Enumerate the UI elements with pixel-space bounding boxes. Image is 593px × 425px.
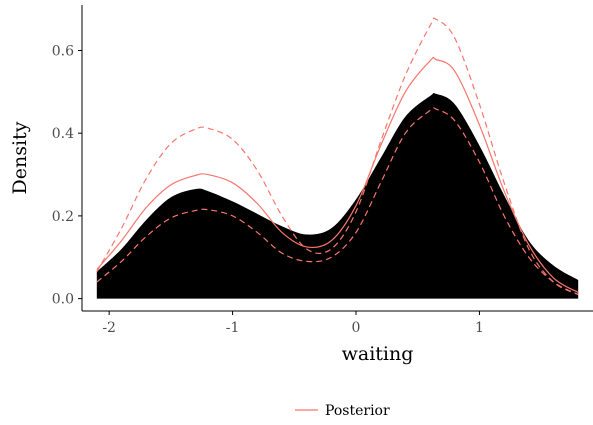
x-tick-label: 0 — [352, 320, 361, 336]
series-layer — [96, 17, 579, 299]
posterior-line — [96, 56, 579, 293]
x-axis-title: waiting — [342, 343, 414, 365]
y-tick-label: 0.6 — [52, 43, 74, 59]
x-tick-label: 1 — [475, 320, 484, 336]
y-tick-label: 0.0 — [52, 292, 74, 308]
density-band — [96, 92, 579, 299]
y-axis-ticks: 0.0 0.2 0.4 0.6 — [52, 43, 82, 308]
x-tick-label: -2 — [102, 320, 116, 336]
x-axis-ticks: -2-1012 — [102, 311, 484, 336]
legend-label-posterior: Posterior — [325, 403, 390, 419]
x-tick-label: -1 — [226, 320, 240, 336]
legend: Posterior — [295, 403, 390, 419]
y-tick-label: 0.2 — [52, 209, 74, 225]
y-tick-label: 0.4 — [52, 126, 74, 142]
credible-bound-line-3 — [96, 107, 579, 295]
axes-layer — [81, 5, 593, 312]
credible-bound-line-2 — [96, 17, 579, 296]
y-axis-title: Density — [9, 121, 31, 194]
